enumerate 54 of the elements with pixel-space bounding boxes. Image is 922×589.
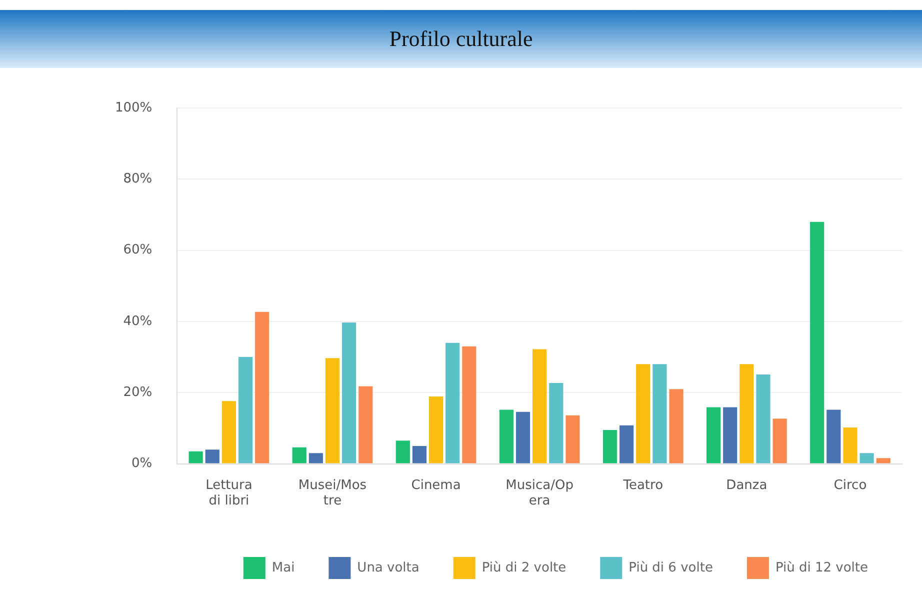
x-tick-label: Cinema — [411, 478, 461, 493]
bar — [292, 447, 306, 464]
x-tick-label: Circo — [834, 478, 867, 493]
bar — [532, 349, 547, 464]
bar — [428, 396, 444, 464]
bar — [876, 458, 890, 464]
x-tick-label: Danza — [726, 478, 768, 493]
bar — [652, 364, 667, 464]
bar — [602, 430, 618, 464]
y-tick-label: 40% — [123, 314, 152, 329]
bar — [756, 374, 770, 464]
y-tick-label: 100% — [114, 100, 152, 116]
legend-label: Più di 12 volte — [775, 560, 868, 576]
x-tick-label: Teatro — [622, 478, 664, 493]
bar — [325, 358, 340, 464]
bar — [358, 386, 373, 464]
legend-label: Più di 6 volte — [628, 560, 713, 576]
bar — [860, 453, 874, 464]
y-tick-label: 20% — [123, 385, 152, 400]
y-tick-label: 80% — [123, 172, 152, 187]
bar — [188, 451, 203, 464]
bar — [826, 410, 841, 464]
bar — [620, 425, 634, 464]
legend-label: Una volta — [357, 560, 420, 576]
bar — [706, 407, 721, 464]
bar — [669, 389, 684, 464]
bar — [255, 312, 270, 464]
bar — [308, 453, 323, 464]
chart-title: Profilo culturale — [0, 10, 922, 68]
legend-label: Più di 2 volte — [482, 560, 566, 576]
bar — [222, 401, 236, 464]
bar — [205, 450, 220, 464]
y-tick-label: 60% — [123, 242, 152, 258]
x-tick-label: Lettura di libri — [206, 478, 252, 509]
bar — [723, 407, 738, 464]
bar — [499, 410, 514, 464]
bar — [516, 412, 530, 464]
bar — [772, 418, 787, 464]
legend-label: Mai — [272, 560, 295, 576]
bar — [446, 342, 460, 464]
bar — [396, 440, 410, 464]
y-tick-label: 0% — [132, 456, 152, 472]
bar — [462, 346, 476, 464]
bar — [412, 446, 427, 464]
bar — [566, 415, 580, 464]
bar — [810, 222, 824, 464]
x-tick-label: Musei/Mostre — [298, 478, 367, 509]
bar — [740, 364, 754, 464]
x-tick-label: Musica/Opera — [506, 478, 574, 509]
bar — [342, 322, 356, 464]
bar — [636, 364, 650, 464]
bar — [238, 357, 253, 464]
bar — [843, 428, 858, 464]
bar — [549, 383, 564, 464]
